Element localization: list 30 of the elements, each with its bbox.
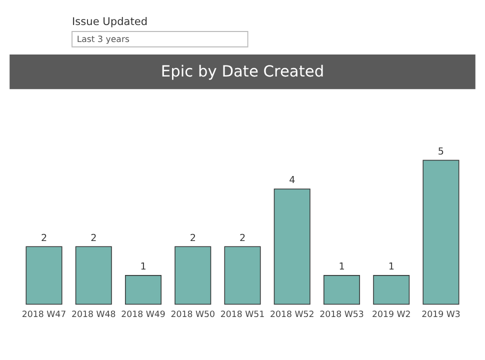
data-label: 5 <box>438 146 444 158</box>
bar <box>274 188 310 305</box>
text: Issue Updated <box>72 16 148 28</box>
data-label: 2 <box>190 232 196 244</box>
bar <box>373 275 410 305</box>
data-label: 2 <box>239 232 246 244</box>
x-tick-label: 2018 W52 <box>270 310 314 320</box>
bar <box>323 275 360 305</box>
x-tick-label: 2019 W2 <box>372 310 411 320</box>
x-tick-label: 2018 W51 <box>220 310 265 320</box>
x-tick-label: 2018 W48 <box>72 310 116 320</box>
data-label: 1 <box>140 262 146 273</box>
chart-title: Epic by Date Created <box>160 62 324 81</box>
bar <box>224 246 261 305</box>
data-label: 1 <box>338 262 345 273</box>
bar <box>125 275 162 305</box>
bar <box>174 246 212 305</box>
x-tick-label: 2019 W3 <box>422 310 460 320</box>
bar <box>75 246 112 305</box>
data-label: 4 <box>289 175 296 186</box>
data-label: 2 <box>40 232 48 244</box>
x-tick-label: 2018 W49 <box>121 310 166 320</box>
bar <box>26 246 62 305</box>
text: Last 3 years <box>76 35 130 46</box>
data-label: 1 <box>388 262 394 273</box>
x-tick-label: 2018 W53 <box>320 310 364 320</box>
x-tick-label: 2018 W50 <box>170 310 215 320</box>
bar <box>422 160 460 305</box>
data-label: 2 <box>90 232 97 244</box>
x-tick-label: 2018 W47 <box>22 310 66 320</box>
